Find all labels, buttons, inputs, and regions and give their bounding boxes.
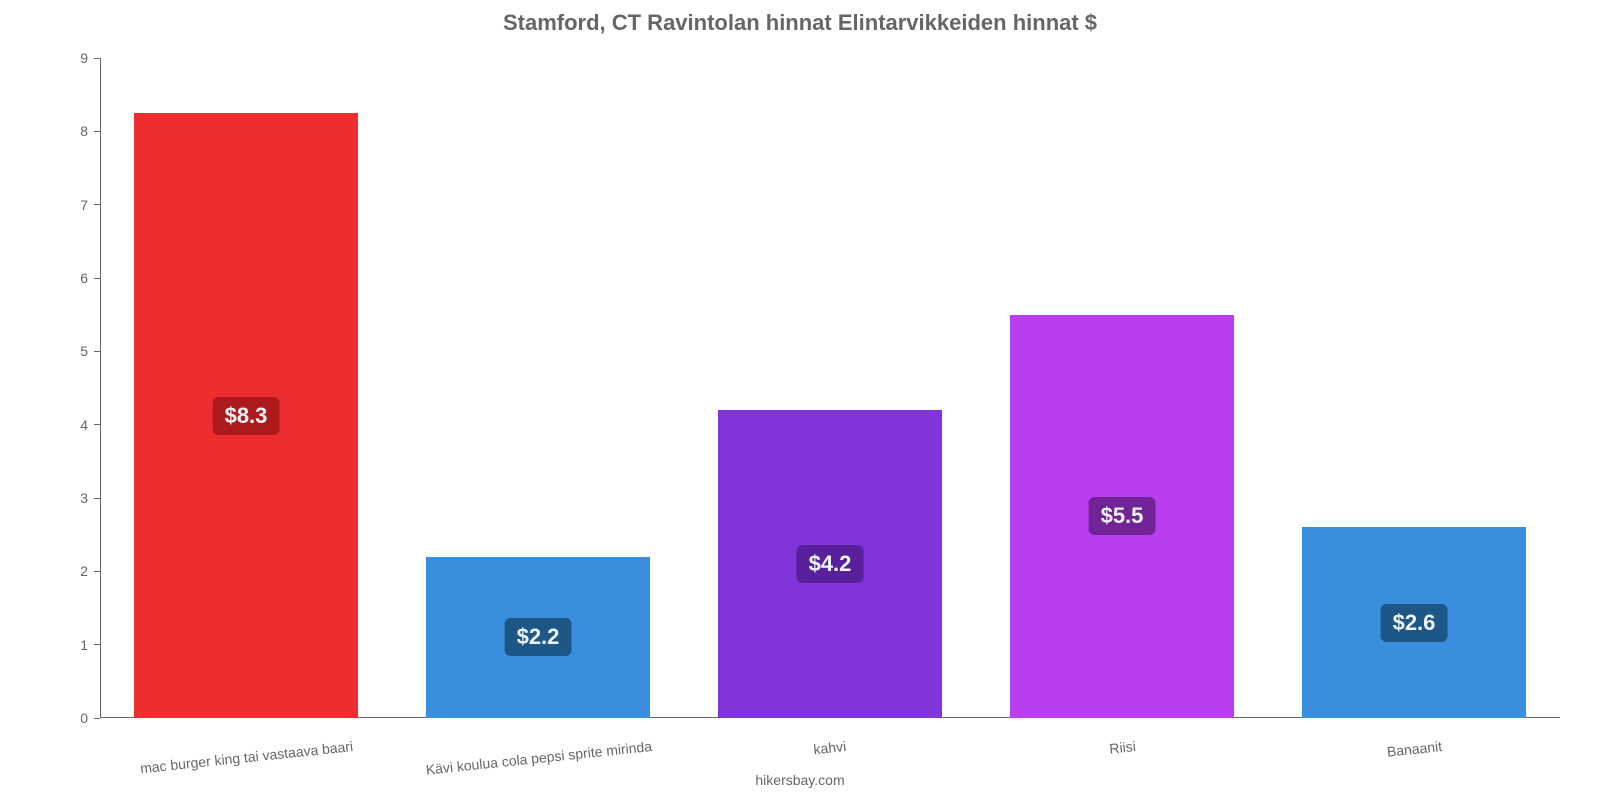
y-tick-mark — [94, 131, 100, 132]
y-tick-mark — [94, 204, 100, 205]
y-tick-label: 7 — [0, 197, 88, 213]
value-badge: $5.5 — [1089, 497, 1156, 535]
x-tick-label: mac burger king tai vastaava baari — [139, 738, 354, 776]
value-badge: $4.2 — [797, 545, 864, 583]
y-tick-label: 6 — [0, 270, 88, 286]
y-tick-label: 1 — [0, 637, 88, 653]
bar-chart: Stamford, CT Ravintolan hinnat Elintarvi… — [0, 0, 1600, 800]
y-tick-label: 4 — [0, 417, 88, 433]
y-tick-mark — [94, 58, 100, 59]
y-tick-mark — [94, 424, 100, 425]
y-tick-label: 0 — [0, 710, 88, 726]
x-tick-label: kahvi — [813, 738, 847, 757]
y-tick-mark — [94, 278, 100, 279]
attribution-text: hikersbay.com — [0, 772, 1600, 788]
y-tick-mark — [94, 571, 100, 572]
bars-group: $8.3 $2.2 $4.2 $5.5 $2.6 — [100, 58, 1560, 718]
y-tick-mark — [94, 644, 100, 645]
y-tick-mark — [94, 718, 100, 719]
value-badge: $2.6 — [1381, 604, 1448, 642]
x-tick-label: Riisi — [1108, 738, 1136, 757]
chart-title: Stamford, CT Ravintolan hinnat Elintarvi… — [0, 10, 1600, 36]
plot-area: $8.3 $2.2 $4.2 $5.5 $2.6 — [100, 58, 1560, 718]
y-tick-label: 5 — [0, 343, 88, 359]
y-tick-label: 3 — [0, 490, 88, 506]
y-tick-label: 2 — [0, 563, 88, 579]
value-badge: $2.2 — [505, 618, 572, 656]
y-tick-label: 9 — [0, 50, 88, 66]
y-tick-mark — [94, 498, 100, 499]
y-tick-label: 8 — [0, 123, 88, 139]
value-badge: $8.3 — [213, 397, 280, 435]
y-tick-mark — [94, 351, 100, 352]
x-tick-label: Banaanit — [1386, 738, 1443, 760]
